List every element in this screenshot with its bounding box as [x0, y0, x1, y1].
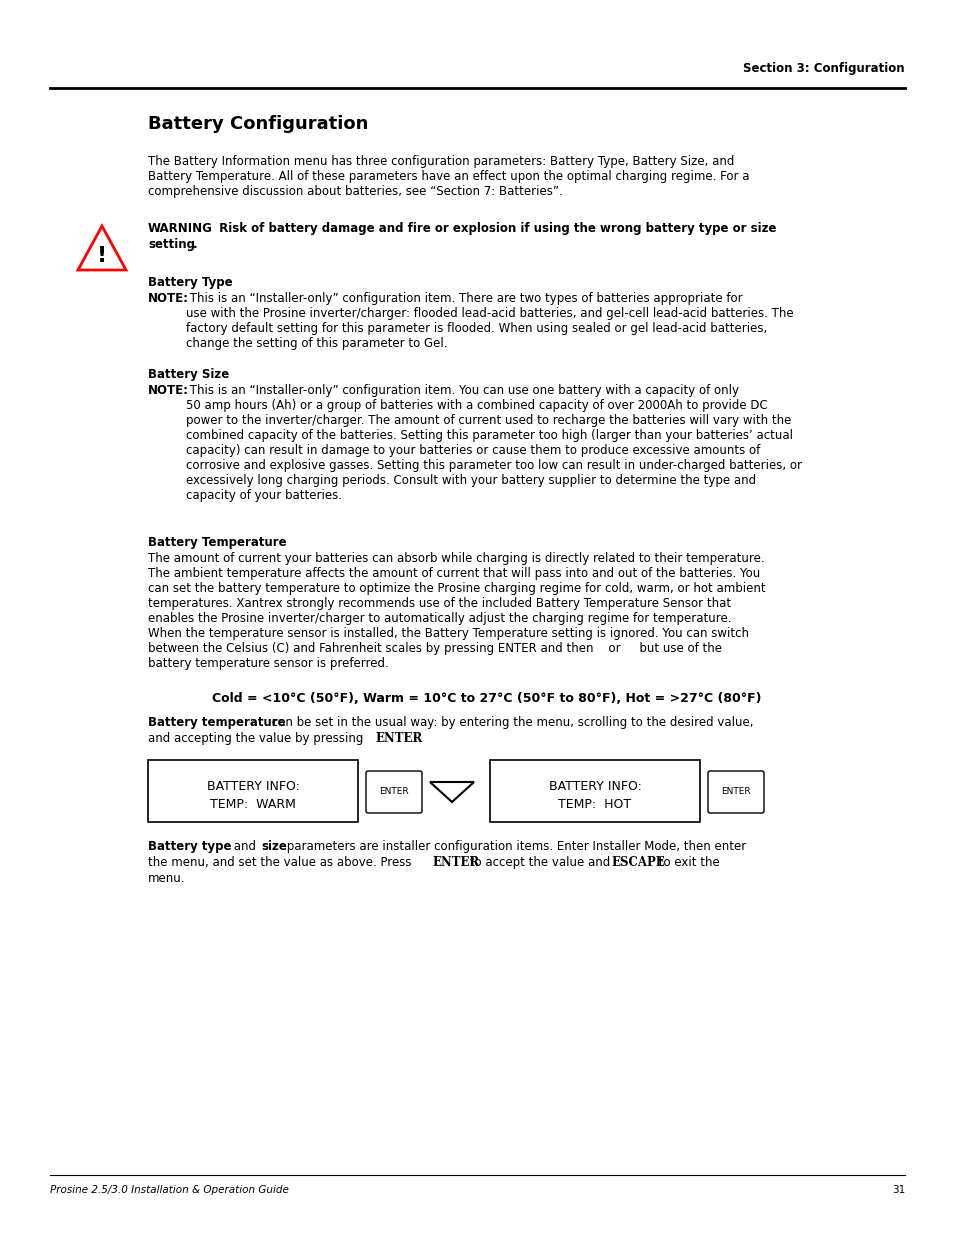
Text: Battery Size: Battery Size: [148, 368, 229, 382]
Text: and accepting the value by pressing: and accepting the value by pressing: [148, 732, 367, 745]
Text: The Battery Information menu has three configuration parameters: Battery Type, B: The Battery Information menu has three c…: [148, 156, 749, 198]
Text: ENTER: ENTER: [378, 788, 409, 797]
Text: Battery Type: Battery Type: [148, 275, 233, 289]
Text: to exit the: to exit the: [655, 856, 719, 869]
Text: TEMP:  WARM: TEMP: WARM: [210, 798, 295, 811]
Text: 31: 31: [891, 1186, 904, 1195]
Text: Section 3: Configuration: Section 3: Configuration: [742, 62, 904, 75]
Text: Battery temperature: Battery temperature: [148, 716, 285, 729]
FancyBboxPatch shape: [490, 760, 700, 823]
Text: Cold = <10°C (50°F), Warm = 10°C to 27°C (50°F to 80°F), Hot = >27°C (80°F): Cold = <10°C (50°F), Warm = 10°C to 27°C…: [212, 692, 760, 705]
Text: and: and: [230, 840, 259, 853]
Text: parameters are installer configuration items. Enter Installer Mode, then enter: parameters are installer configuration i…: [283, 840, 745, 853]
Text: .: .: [193, 238, 197, 251]
Text: .: .: [410, 732, 414, 745]
Text: WARNING: WARNING: [148, 222, 213, 235]
FancyBboxPatch shape: [707, 771, 763, 813]
Text: ENTER: ENTER: [720, 788, 750, 797]
Text: !: !: [97, 246, 107, 266]
Text: NOTE:: NOTE:: [148, 384, 189, 396]
Text: The amount of current your batteries can absorb while charging is directly relat: The amount of current your batteries can…: [148, 552, 765, 671]
Text: can be set in the usual way: by entering the menu, scrolling to the desired valu: can be set in the usual way: by entering…: [268, 716, 753, 729]
Text: Battery Configuration: Battery Configuration: [148, 115, 368, 133]
Text: to accept the value and: to accept the value and: [465, 856, 614, 869]
Text: ESCAPE: ESCAPE: [610, 856, 664, 869]
Text: This is an “Installer-only” configuration item. There are two types of batteries: This is an “Installer-only” configuratio…: [186, 291, 793, 350]
Text: BATTERY INFO:: BATTERY INFO:: [207, 781, 299, 793]
Text: size: size: [261, 840, 287, 853]
Text: menu.: menu.: [148, 872, 185, 885]
Text: Risk of battery damage and fire or explosion if using the wrong battery type or : Risk of battery damage and fire or explo…: [214, 222, 776, 235]
Text: This is an “Installer-only” configuration item. You can use one battery with a c: This is an “Installer-only” configuratio…: [186, 384, 801, 501]
FancyBboxPatch shape: [366, 771, 421, 813]
Text: Prosine 2.5/3.0 Installation & Operation Guide: Prosine 2.5/3.0 Installation & Operation…: [50, 1186, 289, 1195]
Text: ENTER: ENTER: [375, 732, 422, 745]
Text: ENTER: ENTER: [432, 856, 478, 869]
Text: BATTERY INFO:: BATTERY INFO:: [548, 781, 640, 793]
Text: Battery type: Battery type: [148, 840, 232, 853]
Text: setting: setting: [148, 238, 194, 251]
Text: Battery Temperature: Battery Temperature: [148, 536, 286, 550]
FancyBboxPatch shape: [148, 760, 357, 823]
Text: NOTE:: NOTE:: [148, 291, 189, 305]
Text: the menu, and set the value as above. Press: the menu, and set the value as above. Pr…: [148, 856, 415, 869]
Text: TEMP:  HOT: TEMP: HOT: [558, 798, 631, 811]
